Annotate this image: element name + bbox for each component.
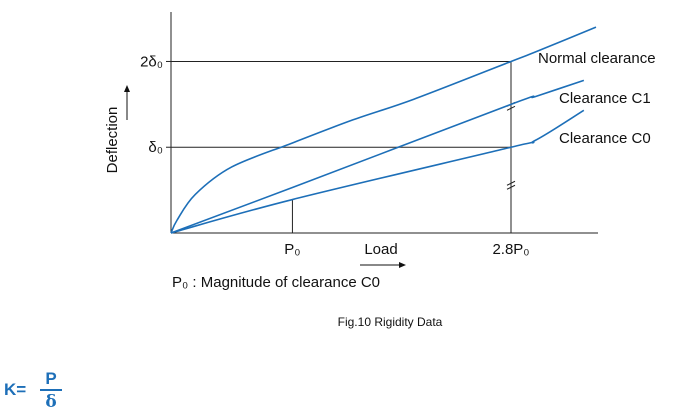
formula-fraction: P δ: [40, 370, 62, 411]
reference-guides: [171, 60, 516, 233]
axis-break-mark: [506, 180, 516, 186]
series-line-3: [170, 109, 585, 234]
series-lines: [170, 26, 597, 234]
formula-lhs: K=: [4, 380, 27, 399]
chart-axes: [170, 12, 598, 234]
x-axis-title: Load: [364, 241, 397, 258]
tick-labels: δ₀ 2δ₀ P₀ 2.8P₀: [140, 53, 529, 258]
figure-caption: Fig.10 Rigidity Data: [338, 315, 443, 329]
series-label-1: Normal clearance: [538, 50, 656, 67]
y-tick-label: 2δ₀: [140, 53, 163, 70]
x-tick-label: 2.8P₀: [492, 241, 529, 258]
stiffness-formula: K= P δ: [4, 370, 84, 416]
y-axis-title-group: Deflection: [104, 85, 130, 173]
series-line-1: [170, 26, 597, 234]
fraction-bar: [40, 389, 62, 391]
y-tick-label: δ₀: [148, 139, 163, 156]
formula-denominator: δ: [45, 392, 57, 412]
x-axis-title-group: Load: [360, 241, 406, 268]
series-line-2: [170, 79, 585, 234]
series-labels: Normal clearance Clearance C1 Clearance C0: [538, 50, 656, 147]
series-label-2: Clearance C1: [559, 90, 651, 107]
x-tick-label: P₀: [284, 241, 300, 258]
axis-break-mark: [506, 184, 516, 190]
footnote: P₀ : Magnitude of clearance C0: [172, 274, 380, 291]
y-axis-title: Deflection: [104, 107, 121, 174]
y-axis-arrow-head: [124, 85, 130, 92]
x-axis-arrow-head: [399, 262, 406, 268]
series-label-3: Clearance C0: [559, 130, 651, 147]
axis-break-mark: [506, 105, 516, 111]
formula-numerator: P: [45, 369, 57, 388]
